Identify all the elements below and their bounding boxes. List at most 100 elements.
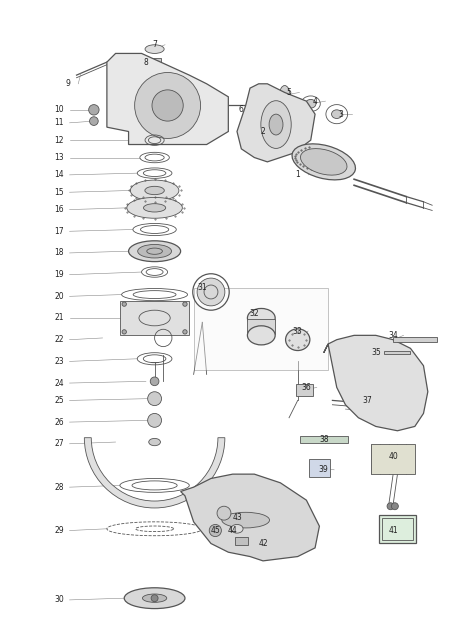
Text: 19: 19: [55, 270, 64, 279]
Text: 26: 26: [55, 418, 64, 427]
Text: 36: 36: [301, 383, 311, 392]
Ellipse shape: [261, 100, 291, 148]
Bar: [379, 515, 416, 543]
Text: 35: 35: [371, 348, 381, 357]
Ellipse shape: [306, 99, 316, 108]
Circle shape: [152, 90, 183, 121]
Text: 40: 40: [388, 452, 398, 461]
Circle shape: [122, 329, 127, 334]
Ellipse shape: [231, 525, 243, 533]
Text: 32: 32: [249, 309, 259, 318]
Ellipse shape: [292, 144, 356, 180]
Text: 3: 3: [338, 109, 344, 119]
Bar: [393, 337, 437, 342]
Circle shape: [135, 73, 201, 139]
Circle shape: [89, 104, 99, 115]
Bar: [300, 436, 347, 443]
Circle shape: [148, 392, 162, 406]
Circle shape: [183, 329, 187, 334]
Ellipse shape: [269, 114, 283, 135]
Text: 17: 17: [55, 227, 64, 236]
Bar: [247, 319, 275, 335]
Ellipse shape: [331, 110, 342, 118]
Text: 25: 25: [55, 396, 64, 405]
Text: 1: 1: [295, 170, 300, 179]
Text: 31: 31: [198, 283, 207, 292]
Circle shape: [90, 117, 98, 125]
Text: 10: 10: [55, 106, 64, 114]
Text: 24: 24: [55, 378, 64, 387]
Text: 34: 34: [388, 331, 398, 340]
Text: 30: 30: [55, 595, 64, 604]
Text: 4: 4: [313, 97, 318, 106]
Ellipse shape: [197, 278, 225, 306]
Polygon shape: [372, 444, 415, 474]
Text: 9: 9: [65, 80, 70, 88]
Wedge shape: [84, 438, 225, 508]
Ellipse shape: [301, 149, 347, 175]
Text: 7: 7: [152, 40, 157, 49]
Text: 41: 41: [388, 526, 398, 535]
Text: 44: 44: [228, 526, 237, 535]
Ellipse shape: [247, 326, 275, 345]
FancyBboxPatch shape: [120, 301, 189, 335]
Circle shape: [248, 95, 269, 116]
Bar: [235, 537, 248, 545]
Text: 39: 39: [319, 466, 328, 474]
Text: 42: 42: [258, 539, 268, 548]
Text: 37: 37: [362, 396, 372, 405]
Ellipse shape: [145, 186, 164, 195]
Ellipse shape: [130, 180, 179, 201]
Text: 5: 5: [287, 88, 292, 97]
Text: 21: 21: [55, 314, 64, 322]
Text: 11: 11: [55, 118, 64, 127]
Bar: [296, 384, 313, 396]
Text: 2: 2: [261, 127, 265, 136]
Text: 20: 20: [55, 292, 64, 301]
Ellipse shape: [127, 197, 182, 218]
Text: 12: 12: [55, 135, 64, 144]
Circle shape: [209, 525, 221, 537]
Ellipse shape: [247, 308, 275, 328]
Ellipse shape: [143, 594, 167, 602]
Circle shape: [183, 302, 187, 307]
Circle shape: [122, 302, 127, 307]
Circle shape: [150, 377, 159, 385]
Text: 29: 29: [55, 526, 64, 535]
Text: 14: 14: [55, 170, 64, 179]
Text: 33: 33: [293, 326, 302, 336]
Text: 18: 18: [55, 249, 64, 258]
Text: 23: 23: [55, 357, 64, 366]
Bar: [384, 351, 410, 354]
Text: 28: 28: [55, 483, 64, 492]
Bar: [382, 518, 413, 540]
Text: 22: 22: [55, 335, 64, 344]
Ellipse shape: [144, 204, 166, 212]
Text: 27: 27: [55, 439, 64, 448]
Text: 45: 45: [210, 526, 220, 535]
Text: 43: 43: [232, 513, 242, 522]
Ellipse shape: [128, 241, 181, 261]
Text: 8: 8: [144, 58, 148, 67]
Ellipse shape: [149, 438, 161, 446]
Polygon shape: [181, 474, 319, 561]
Bar: [148, 58, 161, 70]
Circle shape: [148, 413, 162, 427]
Ellipse shape: [137, 244, 172, 258]
Ellipse shape: [124, 588, 185, 609]
Text: 15: 15: [55, 188, 64, 197]
FancyBboxPatch shape: [193, 287, 328, 370]
Ellipse shape: [145, 45, 164, 53]
Text: 13: 13: [55, 153, 64, 162]
Polygon shape: [324, 335, 428, 431]
Text: 16: 16: [55, 205, 64, 214]
Ellipse shape: [280, 85, 290, 104]
Ellipse shape: [222, 513, 270, 528]
Bar: [309, 459, 330, 477]
Text: 6: 6: [239, 106, 244, 114]
Circle shape: [387, 503, 394, 509]
Circle shape: [151, 595, 158, 602]
Polygon shape: [107, 53, 228, 144]
Text: 38: 38: [319, 435, 328, 444]
Polygon shape: [237, 84, 315, 162]
